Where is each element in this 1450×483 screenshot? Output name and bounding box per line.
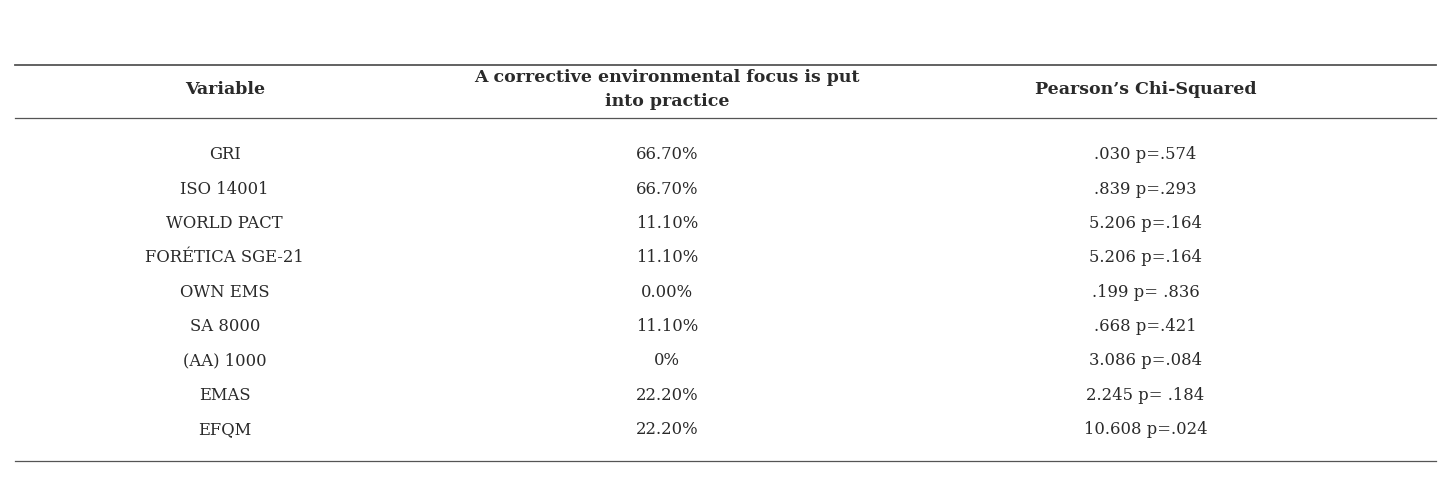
Text: SA 8000: SA 8000 [190,318,260,335]
Text: 66.70%: 66.70% [635,181,699,198]
Text: .839 p=.293: .839 p=.293 [1095,181,1196,198]
Text: 10.608 p=.024: 10.608 p=.024 [1083,421,1208,438]
Text: A corrective environmental focus is put
into practice: A corrective environmental focus is put … [474,69,860,110]
Text: 2.245 p= .184: 2.245 p= .184 [1086,387,1205,404]
Text: 66.70%: 66.70% [635,146,699,163]
Text: 3.086 p=.084: 3.086 p=.084 [1089,353,1202,369]
Text: Variable: Variable [184,81,265,98]
Text: 11.10%: 11.10% [637,249,697,266]
Text: Pearson’s Chi-Squared: Pearson’s Chi-Squared [1035,81,1256,98]
Text: .030 p=.574: .030 p=.574 [1095,146,1196,163]
Text: .668 p=.421: .668 p=.421 [1095,318,1196,335]
Text: GRI: GRI [209,146,241,163]
Text: 11.10%: 11.10% [637,318,697,335]
Text: (AA) 1000: (AA) 1000 [183,353,267,369]
Text: .199 p= .836: .199 p= .836 [1092,284,1199,301]
Text: 22.20%: 22.20% [635,387,699,404]
Text: 5.206 p=.164: 5.206 p=.164 [1089,215,1202,232]
Text: ISO 14001: ISO 14001 [180,181,270,198]
Text: 22.20%: 22.20% [635,421,699,438]
Text: EFQM: EFQM [199,421,251,438]
Text: 0.00%: 0.00% [641,284,693,301]
Text: FORÉTICA SGE-21: FORÉTICA SGE-21 [145,249,304,266]
Text: EMAS: EMAS [199,387,251,404]
Text: 0%: 0% [654,353,680,369]
Text: 11.10%: 11.10% [637,215,697,232]
Text: OWN EMS: OWN EMS [180,284,270,301]
Text: WORLD PACT: WORLD PACT [167,215,283,232]
Text: 5.206 p=.164: 5.206 p=.164 [1089,249,1202,266]
